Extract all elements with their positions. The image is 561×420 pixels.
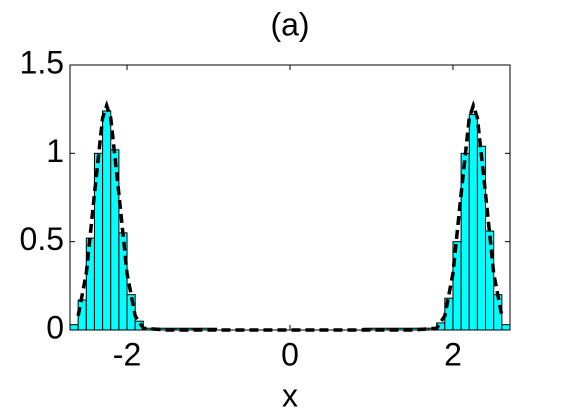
y-tick-label: 0.5 — [20, 221, 64, 257]
bar — [69, 324, 79, 331]
bar — [485, 230, 495, 331]
chart-title: (a) — [270, 6, 309, 42]
x-tick-label: -2 — [113, 336, 141, 372]
bar — [93, 152, 104, 331]
bar — [501, 324, 511, 331]
density-curve — [76, 100, 504, 332]
x-tick-label: 2 — [444, 336, 462, 372]
plot-frame — [69, 64, 511, 331]
x-axis-label: x — [282, 377, 298, 413]
y-tick-label: 0 — [46, 309, 64, 345]
y-tick-label: 1.5 — [20, 44, 64, 80]
y-tick-label: 1 — [46, 133, 64, 169]
x-tick-label: 0 — [281, 336, 299, 372]
bar — [102, 110, 112, 331]
bar — [468, 113, 478, 331]
bar — [452, 241, 462, 331]
